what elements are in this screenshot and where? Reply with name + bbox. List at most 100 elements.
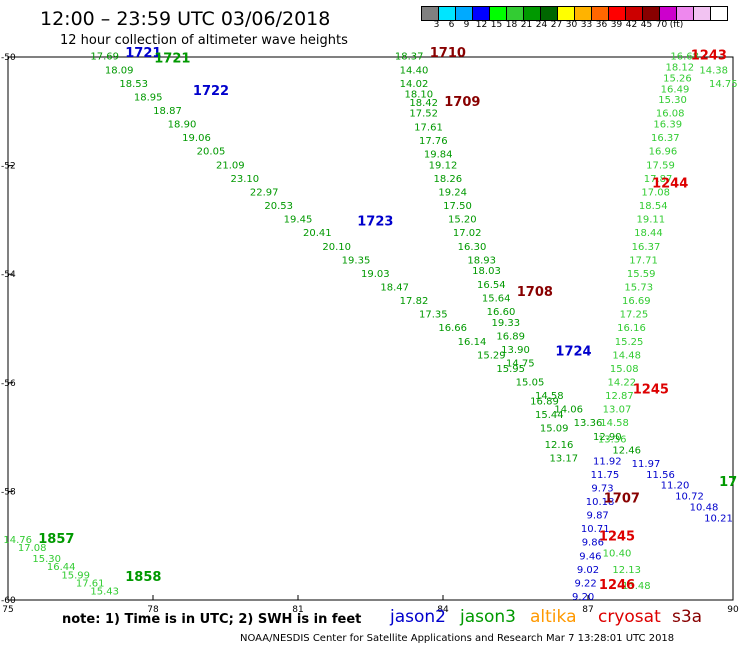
pass-time-label: 1243 <box>691 49 727 64</box>
swh-value: 17.69 <box>90 52 119 63</box>
swh-value: 17.61 <box>76 578 105 589</box>
swh-value: 15.64 <box>482 293 511 304</box>
swh-value: 13.36 <box>574 418 603 429</box>
legend-label: 33 <box>580 20 593 30</box>
legend-label: 12 <box>475 20 488 30</box>
swh-value: 10.40 <box>603 549 632 560</box>
swh-value: 16.89 <box>496 331 525 342</box>
swh-value: 14.58 <box>535 391 564 402</box>
swh-value: 17.82 <box>400 296 429 307</box>
pass-time-label: 1722 <box>193 84 229 99</box>
swh-value: 15.09 <box>540 424 569 435</box>
x-tick-label: 78 <box>147 605 159 615</box>
swh-value: 17.76 <box>419 136 448 147</box>
swh-value: 16.16 <box>617 323 646 334</box>
pass-time-label: 1244 <box>652 176 688 191</box>
swh-value: 17.02 <box>453 228 482 239</box>
pass-time-label: 1709 <box>444 95 480 110</box>
legend-label: 21 <box>520 20 533 30</box>
swh-value: 15.73 <box>624 282 653 293</box>
pass-time-label: 1245 <box>599 529 635 544</box>
swh-value: 15.25 <box>615 337 644 348</box>
pass-time-label: 1858 <box>125 570 161 585</box>
axis-ticks: 75 78 81 84 87 90 -50 -52 -54 -56 -58 -60 <box>1 53 739 615</box>
swh-value: 17.50 <box>443 201 472 212</box>
swh-value: 14.22 <box>608 378 637 389</box>
swh-value: 11.75 <box>591 470 620 481</box>
swh-value: 13.17 <box>550 454 579 465</box>
swh-value: 10.72 <box>675 492 704 503</box>
swh-value: 11.92 <box>593 456 622 467</box>
legend-swatch <box>710 6 728 21</box>
swh-value: 18.93 <box>467 255 496 266</box>
pass-time-label: 1721 <box>125 46 161 61</box>
legend-label: 39 <box>610 20 623 30</box>
legend-label: 27 <box>550 20 563 30</box>
pass-time-label: 1724 <box>555 345 591 360</box>
swh-value: 14.75 <box>709 79 738 90</box>
x-tick-label: 90 <box>727 605 739 615</box>
satellite-legend-item: jason2 <box>390 607 446 627</box>
swh-value: 13.07 <box>603 405 632 416</box>
legend-label: 3 <box>433 20 440 30</box>
swh-value: 12.90 <box>593 432 622 443</box>
pass-time-label: 1723 <box>357 214 393 229</box>
swh-value: 9.20 <box>572 592 594 603</box>
pass-time-label: 1708 <box>517 285 553 300</box>
color-legend <box>421 6 728 21</box>
swh-value: 17.87 <box>644 174 673 185</box>
y-tick-label: -50 <box>1 53 16 63</box>
swh-value: 15.95 <box>496 364 525 375</box>
swh-value: 16.37 <box>651 133 680 144</box>
swh-value: 18.26 <box>434 174 463 185</box>
swh-value: 14.38 <box>699 65 728 76</box>
pass-time-label: 1710 <box>430 46 466 61</box>
pass-time-label: 1246 <box>599 578 635 593</box>
note-text: note: 1) Time is in UTC; 2) SWH is in fe… <box>62 612 362 627</box>
legend-label: 6 <box>448 20 455 30</box>
swh-value: 21.09 <box>216 160 245 171</box>
y-tick-label: -60 <box>1 596 16 606</box>
swh-value: 17.71 <box>629 255 658 266</box>
satellite-legend-item: s3a <box>672 607 703 627</box>
swh-value: 18.54 <box>639 201 668 212</box>
legend-label: 70 <box>655 20 668 30</box>
swh-value: 11.56 <box>646 470 675 481</box>
swh-value: 18.09 <box>105 65 134 76</box>
pass-time-label: 1857 <box>38 532 74 547</box>
credit-line: NOAA/NESDIS Center for Satellite Applica… <box>240 633 675 644</box>
swh-value: 19.24 <box>438 187 467 198</box>
swh-value: 15.44 <box>535 410 564 421</box>
swh-value: 18.53 <box>119 79 148 90</box>
swh-value: 18.90 <box>168 120 197 131</box>
swh-value: 12.16 <box>545 440 574 451</box>
swh-value: 14.02 <box>400 79 429 90</box>
swh-value: 16.14 <box>458 337 487 348</box>
legend-label: 18 <box>505 20 518 30</box>
swh-value: 20.05 <box>197 147 226 158</box>
swh-value: 11.97 <box>632 459 661 470</box>
swh-value: 16.49 <box>661 84 690 95</box>
swh-value: 17.52 <box>409 109 438 120</box>
swh-value: 10.71 <box>581 524 610 535</box>
swh-value: 17.35 <box>419 310 448 321</box>
swh-value: 20.41 <box>303 228 332 239</box>
swh-value: 14.40 <box>400 65 429 76</box>
satellite-legend-item: jason3 <box>460 607 516 627</box>
swh-value: 20.53 <box>264 201 293 212</box>
y-tick-label: -52 <box>1 162 16 172</box>
swh-value: 14.48 <box>612 350 641 361</box>
swh-value: 15.20 <box>448 215 477 226</box>
swh-value: 12.13 <box>612 565 641 576</box>
legend-label: 30 <box>565 20 578 30</box>
swh-value: 15.05 <box>516 378 545 389</box>
swh-value: 16.69 <box>622 296 651 307</box>
swh-value: 19.12 <box>429 160 458 171</box>
swh-value: 18.10 <box>405 90 434 101</box>
swh-value: 19.33 <box>492 318 521 329</box>
legend-label: (ft) <box>669 20 684 30</box>
swh-value: 16.08 <box>656 109 685 120</box>
legend-label: 9 <box>463 20 470 30</box>
